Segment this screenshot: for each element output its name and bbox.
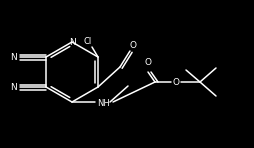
Text: O: O [145,58,151,66]
Text: O: O [130,41,136,49]
Text: N: N [69,37,75,46]
Text: N: N [10,82,17,91]
Text: N: N [10,53,17,62]
Text: NH: NH [97,99,109,107]
Text: Cl: Cl [84,37,92,45]
Text: O: O [172,78,180,86]
